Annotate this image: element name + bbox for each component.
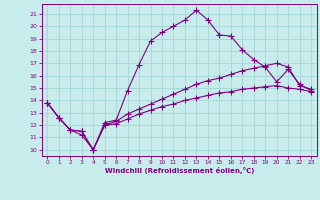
X-axis label: Windchill (Refroidissement éolien,°C): Windchill (Refroidissement éolien,°C): [105, 167, 254, 174]
